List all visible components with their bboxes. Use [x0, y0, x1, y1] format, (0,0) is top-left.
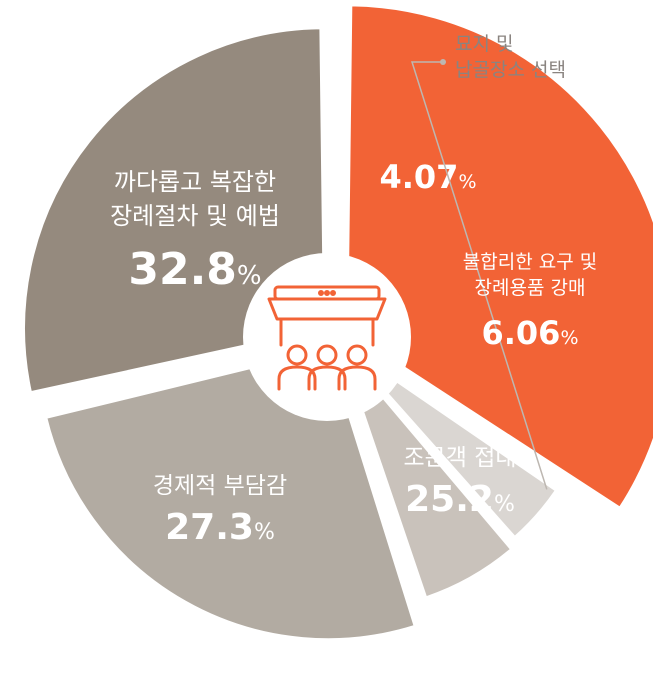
callout-leader	[410, 61, 548, 490]
slice-label-text: 까다롭고 복잡한	[114, 168, 276, 196]
slices-layer	[23, 4, 653, 641]
callout-dot	[440, 59, 446, 65]
funeral-casket-mourners-icon	[267, 285, 387, 391]
pie-slice	[45, 347, 416, 641]
slice-label-text: 납골장소 선택	[455, 59, 566, 81]
pie-slice	[346, 4, 653, 509]
slice-value: 32.8%	[128, 244, 261, 295]
pie-slice	[340, 348, 513, 599]
pie-slice	[344, 345, 558, 539]
pie-slice	[23, 27, 326, 394]
center-badge	[243, 253, 411, 421]
slice-value: 6.06%	[481, 314, 578, 352]
slice-label-text: 조문객 접대	[403, 445, 516, 471]
slice-value: 25.2%	[405, 479, 515, 520]
slice-label-text: 장례절차 및 예법	[110, 202, 280, 230]
slice-label: 조문객 접대 25.2%	[403, 445, 516, 520]
slice-label-text: 장례용품 강매	[475, 277, 586, 299]
slice-label-text: 경제적 부담감	[153, 473, 287, 499]
slice-label-text: 묘지 및	[455, 33, 513, 55]
slice-value: 4.07%	[379, 158, 476, 196]
slice-label-text: 불합리한 요구 및	[463, 251, 597, 273]
slice-label: 경제적 부담감 27.3%	[153, 473, 287, 548]
center-circle	[243, 253, 411, 421]
slice-value: 27.3%	[165, 507, 275, 548]
